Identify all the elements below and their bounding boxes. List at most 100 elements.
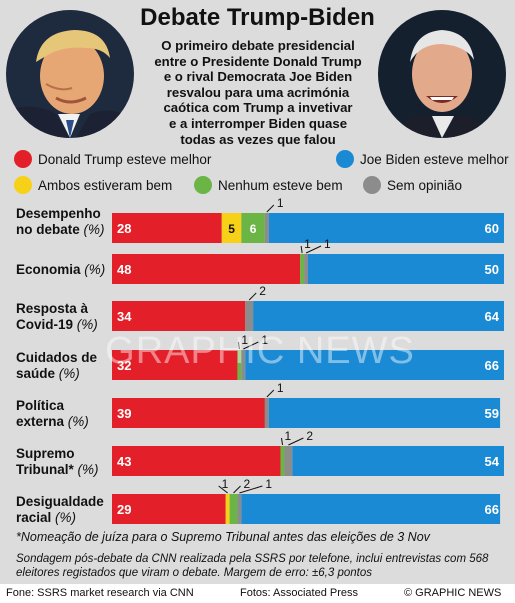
source-credit: Fone: SSRS market research via CNN xyxy=(6,587,194,599)
footnote: *Nomeação de juíza para o Supremo Tribun… xyxy=(16,530,430,544)
unit-label: (%) xyxy=(58,366,80,381)
bar-segment-none xyxy=(241,350,246,380)
row-label-line: Resposta à xyxy=(16,301,89,316)
bar-segment-biden xyxy=(308,254,504,284)
legend-trump: Donald Trump esteve melhor xyxy=(14,150,211,168)
callout-line xyxy=(305,245,322,254)
row-label-line: Cuidados de xyxy=(16,350,98,365)
data-label-trump: 32 xyxy=(117,358,131,373)
callout-label: 1 xyxy=(324,237,331,251)
data-label-trump: 28 xyxy=(117,221,131,236)
bar-segment-neither xyxy=(237,350,242,380)
unit-label: (%) xyxy=(55,510,77,525)
bar-segment-trump xyxy=(112,398,265,428)
intro-line: e o rival Democrata Joe Biden xyxy=(163,69,353,85)
legend-neither: Nenhum esteve bem xyxy=(194,176,343,194)
callout-line xyxy=(239,485,263,494)
legend-label: Ambos estiveram bem xyxy=(38,177,173,193)
row-label: Política externa (%) xyxy=(16,398,89,430)
row-label-line: Política xyxy=(16,398,65,413)
row-label-line: Desempenho xyxy=(16,206,101,221)
intro-line: O primeiro debate presidencial xyxy=(161,38,355,53)
row-label-line: no debate xyxy=(16,222,80,237)
bar-segment-none xyxy=(264,398,269,428)
bar-segment-biden xyxy=(253,301,504,331)
survey-note: Sondagem pós-debate da CNN realizada pel… xyxy=(16,553,489,579)
callout-line xyxy=(243,341,259,350)
callout-line xyxy=(218,485,228,494)
footer: Fone: SSRS market research via CNN Fotos… xyxy=(0,584,515,603)
data-label-biden: 54 xyxy=(485,454,500,469)
page-title: Debate Trump-Biden xyxy=(140,4,375,31)
bar-segment-biden xyxy=(292,446,504,476)
callout-line xyxy=(281,437,284,446)
trump-portrait xyxy=(6,10,134,138)
row-label-line: Desigualdade xyxy=(16,494,104,509)
bar-segment-biden xyxy=(268,213,504,243)
data-label-biden: 59 xyxy=(485,406,499,421)
row-label: Desempenho no debate (%) xyxy=(16,206,105,238)
data-label-biden: 66 xyxy=(485,502,499,517)
callout-line xyxy=(233,485,241,494)
biden-portrait xyxy=(378,10,506,138)
data-label-trump: 34 xyxy=(117,309,132,324)
data-label-biden: 50 xyxy=(485,262,499,277)
callout-label: 1 xyxy=(241,333,248,347)
legend-label: Joe Biden esteve melhor xyxy=(360,151,509,167)
data-label-trump: 39 xyxy=(117,406,131,421)
copyright: © GRAPHIC NEWS xyxy=(404,587,502,599)
bar-segment-trump xyxy=(112,446,281,476)
bar-segment-neither xyxy=(241,213,265,243)
intro-line: caótica com Trump a invetivar xyxy=(163,100,353,116)
row-label-line: Tribunal* xyxy=(16,462,74,477)
unit-label: (%) xyxy=(84,262,106,277)
row-label-line: racial xyxy=(16,510,52,525)
legend-swatch-biden xyxy=(336,150,354,168)
data-label-trump: 29 xyxy=(117,502,131,517)
bar-segment-none xyxy=(264,213,269,243)
bar-segment-both xyxy=(221,213,242,243)
bar-segment-neither xyxy=(300,254,305,284)
callout-label: 1 xyxy=(261,333,268,347)
row-label-line: Covid-19 xyxy=(16,317,74,332)
callout-line xyxy=(300,245,303,254)
bar-segment-biden xyxy=(268,398,501,428)
trump-portrait-image xyxy=(6,10,134,138)
row-label-line: saúde xyxy=(16,366,56,381)
data-label-both: 5 xyxy=(228,222,235,236)
data-label-biden: 66 xyxy=(485,358,499,373)
bar-segment-trump xyxy=(112,254,301,284)
callout-label: 2 xyxy=(306,429,313,443)
legend-label: Nenhum esteve bem xyxy=(218,177,343,193)
legend-biden: Joe Biden esteve melhor xyxy=(336,150,509,168)
row-label-line: Supremo xyxy=(16,446,75,461)
bar-segment-none xyxy=(304,254,308,284)
row-label-line: externa xyxy=(16,414,65,429)
bar-segment-biden xyxy=(245,350,504,380)
callout-label: 1 xyxy=(277,196,284,210)
data-label-neither: 6 xyxy=(250,222,257,236)
bar-segment-trump xyxy=(112,350,238,380)
row-label: Cuidados de saúde (%) xyxy=(16,350,97,382)
biden-portrait-image xyxy=(378,10,506,138)
callout-line xyxy=(248,292,257,301)
legend-label: Donald Trump esteve melhor xyxy=(38,151,212,167)
legend-none: Sem opinião xyxy=(363,176,462,194)
legend-label: Sem opinião xyxy=(387,177,463,193)
unit-label: (%) xyxy=(83,222,105,237)
callout-line xyxy=(288,437,304,446)
bar-segment-none xyxy=(245,301,254,331)
bar-segment-none xyxy=(237,494,242,524)
data-label-trump: 43 xyxy=(117,454,131,469)
bar-segment-trump xyxy=(112,494,226,524)
watermark: GRAPHIC NEWS xyxy=(105,330,415,372)
callout-label: 2 xyxy=(259,284,266,298)
row-label: Supremo Tribunal* (%) xyxy=(16,446,99,478)
legend-swatch-both xyxy=(14,176,32,194)
unit-label: (%) xyxy=(76,317,98,332)
callout-label: 1 xyxy=(277,381,284,395)
legend-swatch-none xyxy=(363,176,381,194)
intro-text: O primeiro debate presidencial entre o P… xyxy=(140,38,376,147)
callout-line xyxy=(237,341,240,350)
